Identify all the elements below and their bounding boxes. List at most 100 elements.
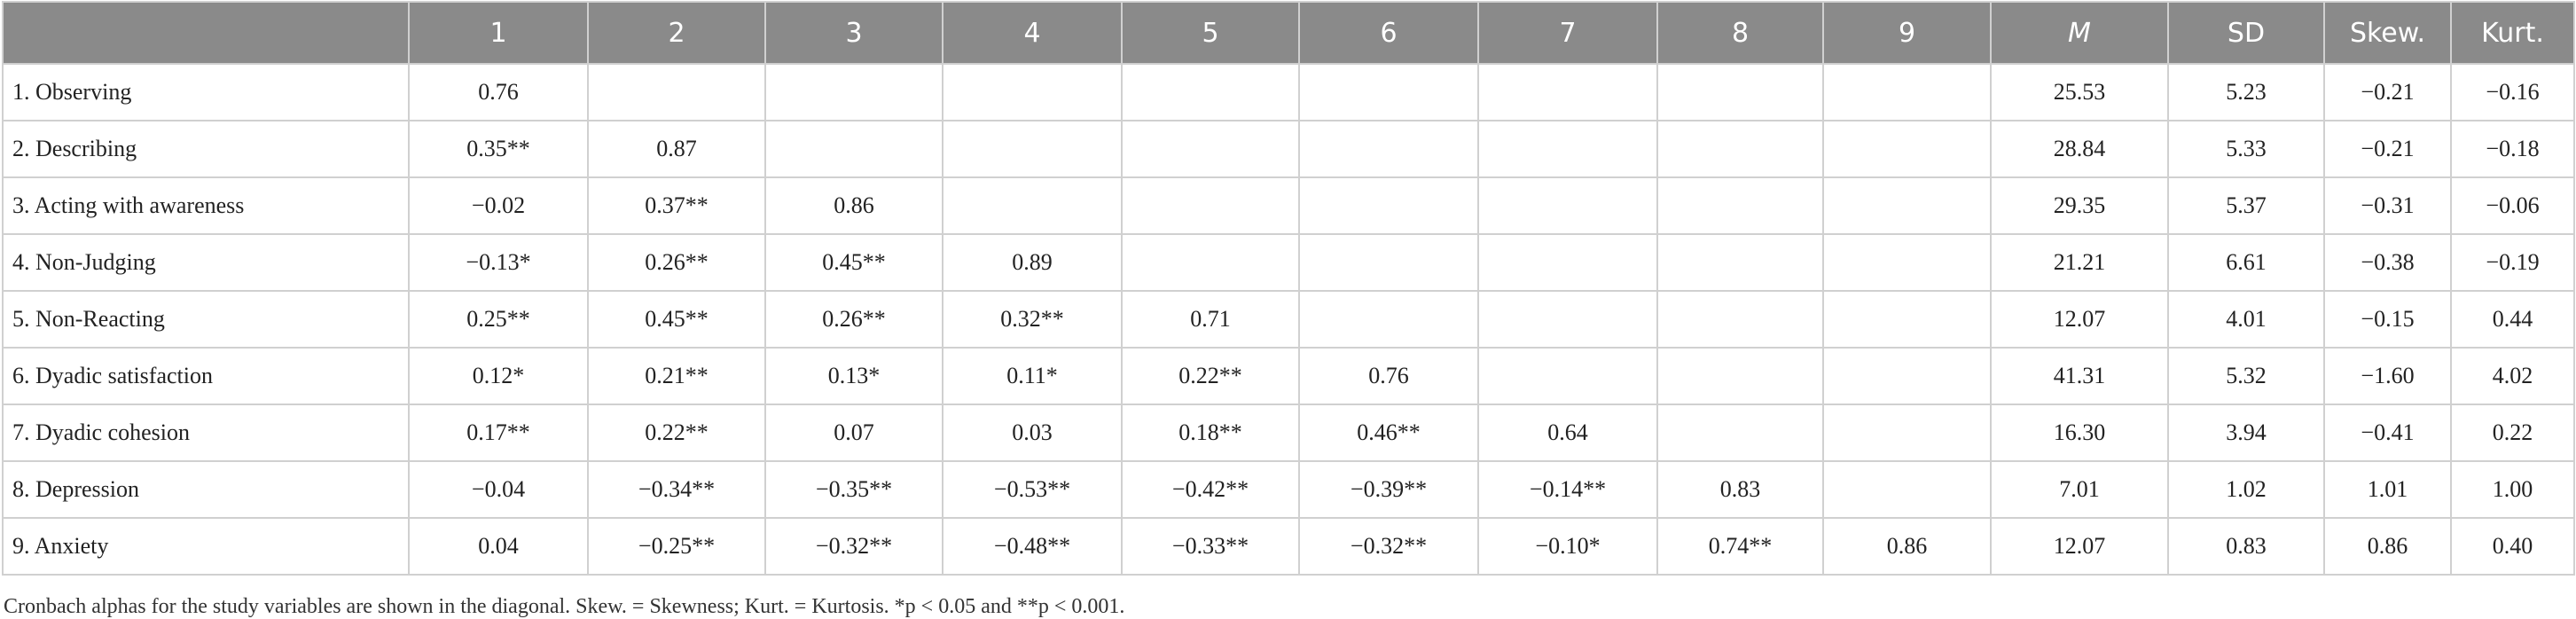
empty-cell [1298,290,1479,349]
cell: −0.02 [408,176,589,235]
cell: −0.42** [1121,460,1300,519]
table-row: 2. Describing 0.35** 0.87 28.84 5.33 −0.21 −0.… [2,120,2575,178]
cell: −0.33** [1121,517,1300,576]
cell: 41.31 [1990,347,2169,405]
cell: 5.37 [2167,176,2325,235]
empty-cell [1656,290,1824,349]
cell: −0.38 [2323,233,2452,292]
empty-cell [1477,290,1658,349]
row-label: 2. Describing [2,120,410,178]
cell: 0.83 [1656,460,1824,519]
empty-cell [1656,63,1824,121]
cell: 0.04 [408,517,589,576]
row-label: 4. Non-Judging [2,233,410,292]
cell: −0.32** [764,517,943,576]
cell: 0.45** [764,233,943,292]
column-header: 5 [1121,1,1300,65]
cell: 0.86 [1822,517,1992,576]
empty-cell [1121,120,1300,178]
empty-cell [1477,347,1658,405]
empty-cell [587,63,766,121]
cell: −0.06 [2450,176,2575,235]
empty-cell [1477,63,1658,121]
empty-cell [942,63,1123,121]
empty-cell [1298,176,1479,235]
cell: −0.53** [942,460,1123,519]
empty-cell [1121,63,1300,121]
table-row: 5. Non-Reacting 0.25** 0.45** 0.26** 0.32** 0… [2,290,2575,349]
cell: 0.37** [587,176,766,235]
cell: 0.25** [408,290,589,349]
cell: 0.12* [408,347,589,405]
cell: 1.02 [2167,460,2325,519]
cell: −0.41 [2323,404,2452,462]
cell: 0.89 [942,233,1123,292]
cell: 4.02 [2450,347,2575,405]
cell: 0.71 [1121,290,1300,349]
cell: 25.53 [1990,63,2169,121]
cell: 12.07 [1990,517,2169,576]
cell: 0.86 [2323,517,2452,576]
cell: 0.32** [942,290,1123,349]
cell: 0.13* [764,347,943,405]
cell: 0.11* [942,347,1123,405]
cell: −0.10* [1477,517,1658,576]
cell: −0.39** [1298,460,1479,519]
cell: −0.34** [587,460,766,519]
column-header: M [1990,1,2169,65]
empty-cell [1121,176,1300,235]
table-row: 9. Anxiety 0.04 −0.25** −0.32** −0.48** −0.33… [2,517,2575,576]
cell: 0.76 [408,63,589,121]
cell: 0.45** [587,290,766,349]
cell: 29.35 [1990,176,2169,235]
empty-cell [1477,176,1658,235]
cell: 0.22** [587,404,766,462]
column-header: 9 [1822,1,1992,65]
row-label: 8. Depression [2,460,410,519]
table-row: 4. Non-Judging −0.13* 0.26** 0.45** 0.89 21.2… [2,233,2575,292]
cell: −0.35** [764,460,943,519]
column-header: 7 [1477,1,1658,65]
empty-cell [1298,63,1479,121]
column-header: SD [2167,1,2325,65]
empty-cell [1822,404,1992,462]
empty-cell [1656,176,1824,235]
cell: 5.23 [2167,63,2325,121]
empty-cell [1822,63,1992,121]
cell: 0.17** [408,404,589,462]
column-header: 2 [587,1,766,65]
column-header: Kurt. [2450,1,2575,65]
cell: 7.01 [1990,460,2169,519]
cell: 0.22** [1121,347,1300,405]
table-row: 1. Observing 0.76 25.53 5.23 −0.21 −0.16 [2,63,2575,121]
empty-cell [1822,176,1992,235]
table-row: 8. Depression −0.04 −0.34** −0.35** −0.53** −… [2,460,2575,519]
cell: 0.87 [587,120,766,178]
empty-cell [1822,460,1992,519]
cell: 5.33 [2167,120,2325,178]
empty-cell [1298,120,1479,178]
cell: 28.84 [1990,120,2169,178]
empty-cell [1298,233,1479,292]
cell: 21.21 [1990,233,2169,292]
empty-cell [1477,233,1658,292]
cell: 5.32 [2167,347,2325,405]
empty-cell [1121,233,1300,292]
header-row: 1 2 3 4 5 6 7 8 9 M SD Skew. Kurt. [2,1,2575,65]
cell: −0.31 [2323,176,2452,235]
row-label: 6. Dyadic satisfaction [2,347,410,405]
cell: −0.14** [1477,460,1658,519]
empty-cell [1822,120,1992,178]
empty-cell [764,120,943,178]
column-header: Skew. [2323,1,2452,65]
cell: −0.32** [1298,517,1479,576]
cell: 1.01 [2323,460,2452,519]
cell: 0.26** [764,290,943,349]
cell: 0.35** [408,120,589,178]
cell: −0.25** [587,517,766,576]
cell: 1.00 [2450,460,2575,519]
cell: 6.61 [2167,233,2325,292]
cell: 0.44 [2450,290,2575,349]
cell: 0.18** [1121,404,1300,462]
cell: −0.48** [942,517,1123,576]
